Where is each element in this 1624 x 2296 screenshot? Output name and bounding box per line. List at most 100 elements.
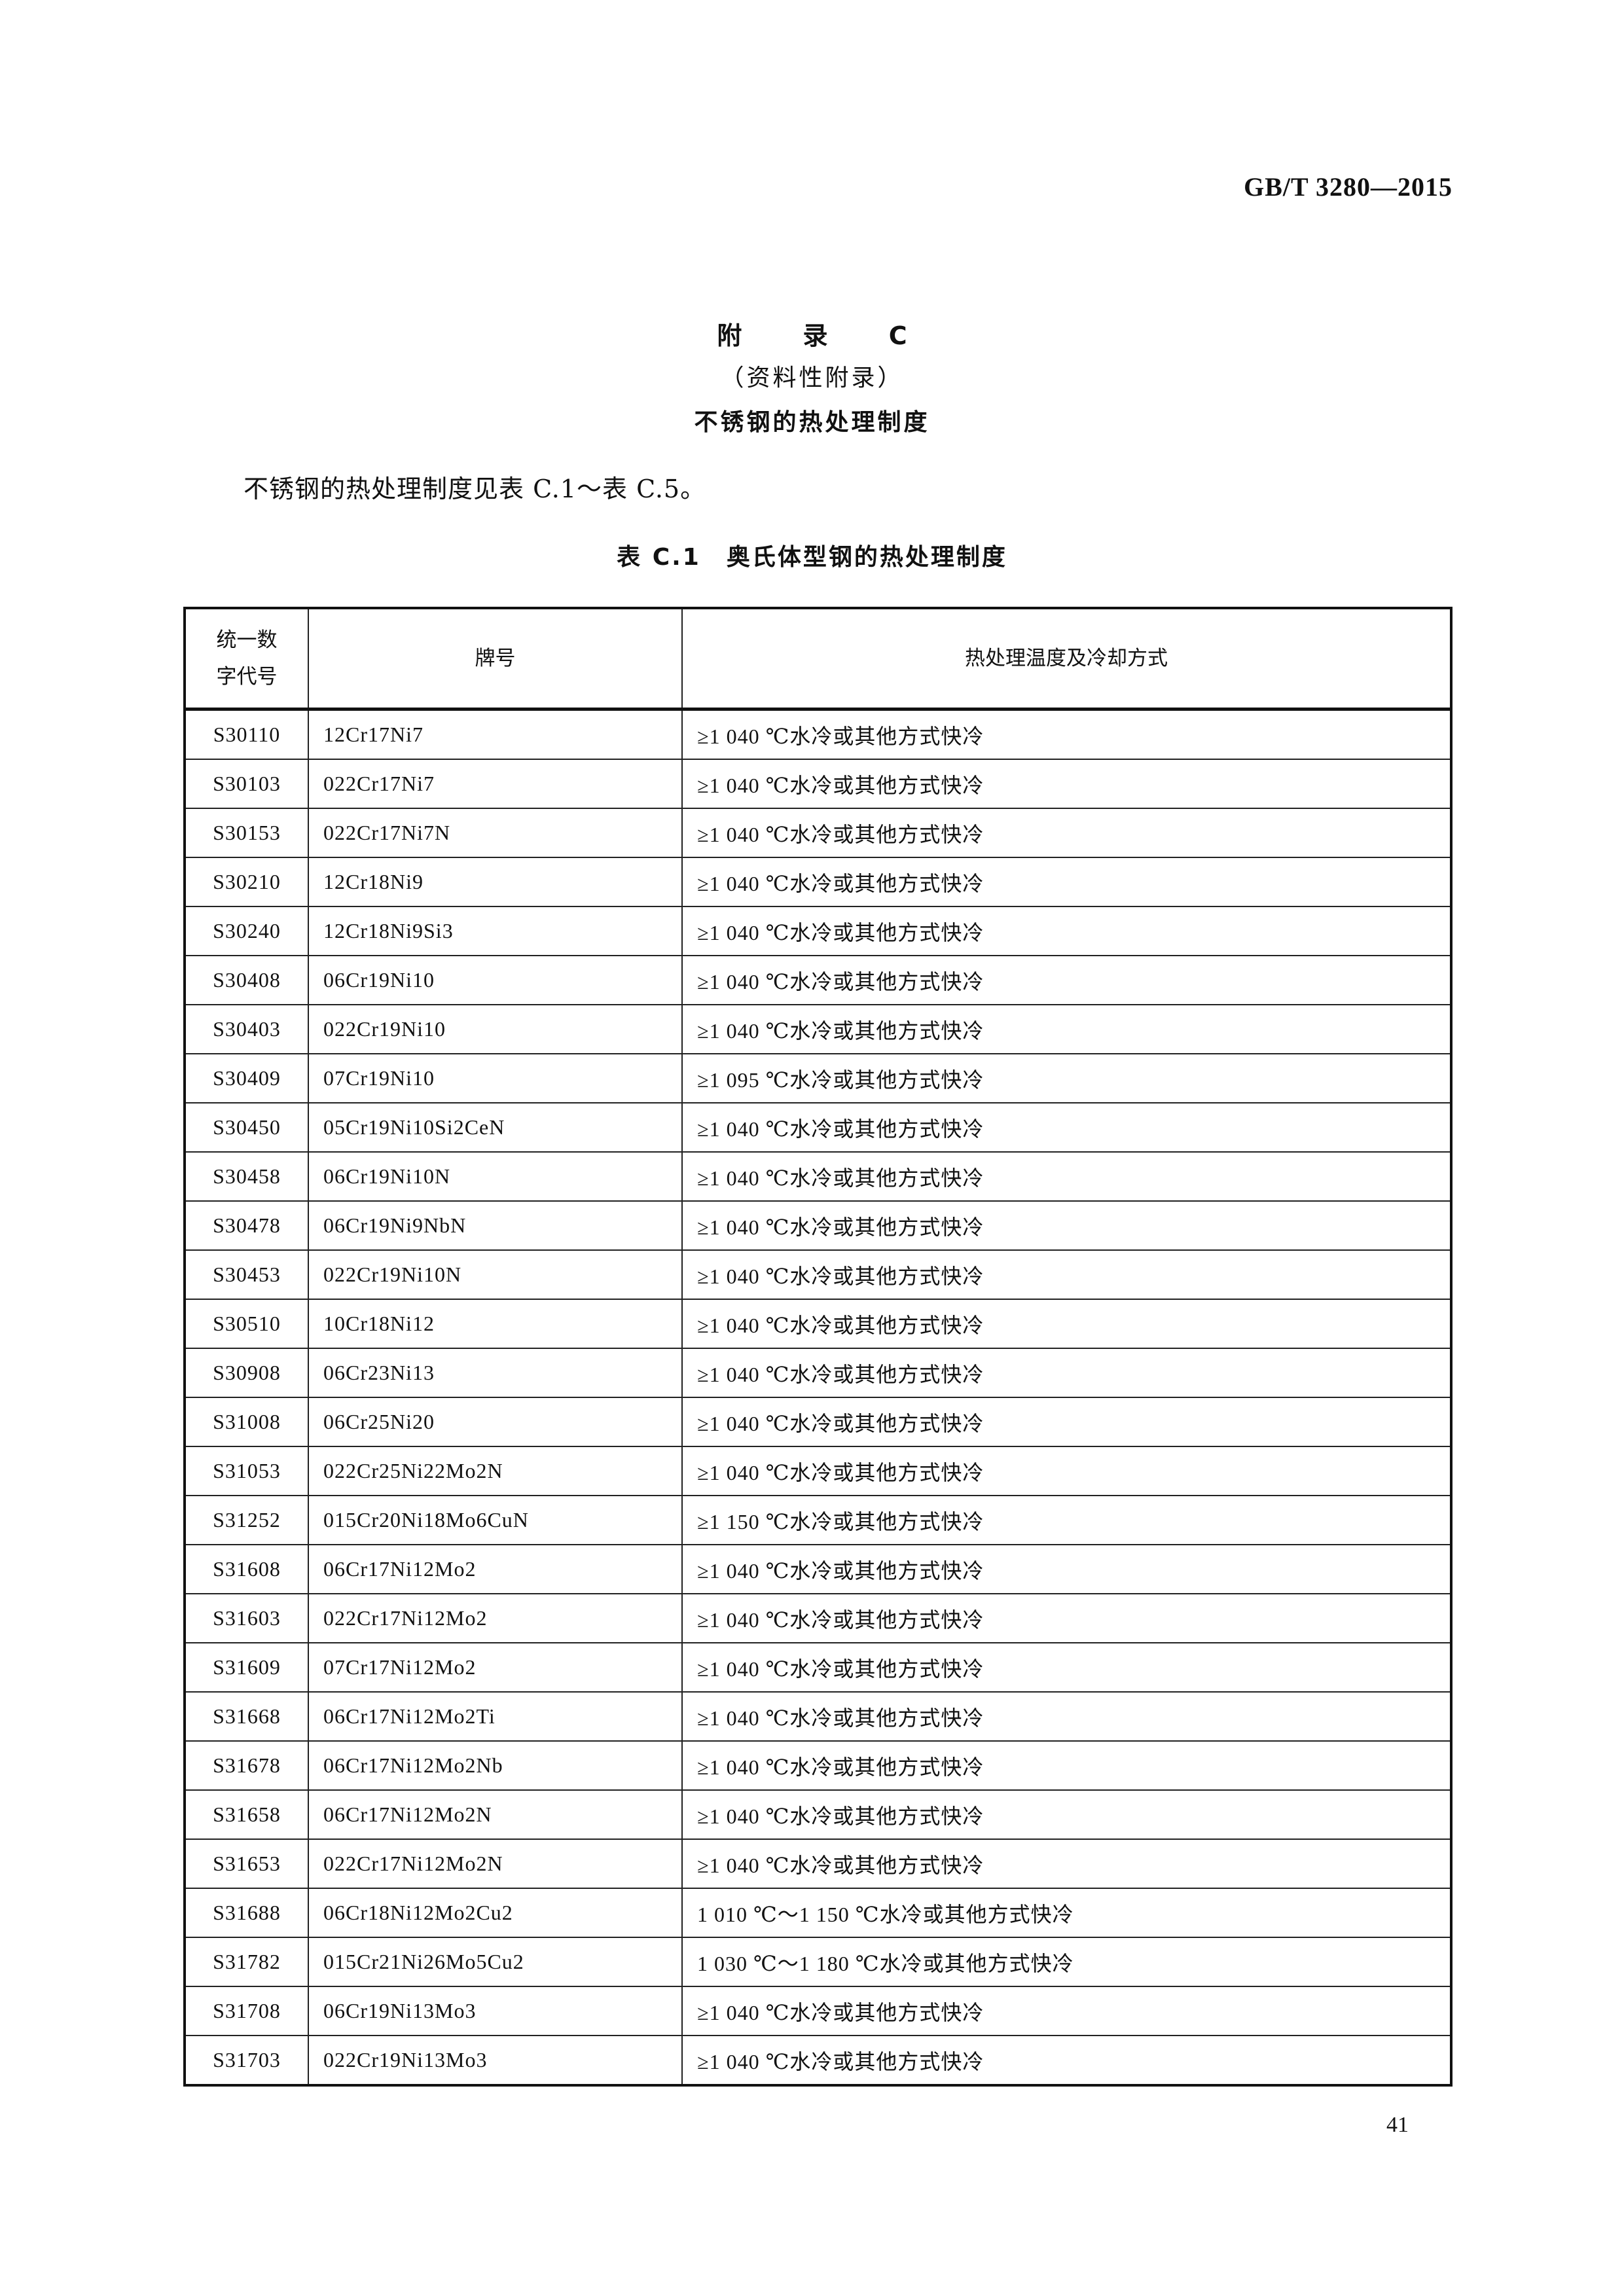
- page-number: 41: [1386, 2113, 1409, 2137]
- cell-grade: 022Cr19Ni10: [308, 1004, 683, 1054]
- cell-unified-code: S31688: [184, 1888, 309, 1938]
- cell-unified-code: S30210: [184, 857, 309, 907]
- table-row: S31053 022Cr25Ni22Mo2N ≥1 040 ℃水冷或其他方式快冷: [184, 1446, 1452, 1496]
- cell-heat-treatment: ≥1 040 ℃水冷或其他方式快冷: [681, 1740, 1452, 1791]
- cell-unified-code: S30110: [184, 708, 309, 760]
- cell-grade: 022Cr17Ni7N: [308, 808, 683, 858]
- cell-heat-treatment: ≥1 040 ℃水冷或其他方式快冷: [681, 1004, 1452, 1054]
- table-row: S31678 06Cr17Ni12Mo2Nb ≥1 040 ℃水冷或其他方式快冷: [184, 1740, 1452, 1791]
- cell-unified-code: S30409: [184, 1053, 309, 1103]
- cell-grade: 022Cr25Ni22Mo2N: [308, 1446, 683, 1496]
- table-row: S30908 06Cr23Ni13 ≥1 040 ℃水冷或其他方式快冷: [184, 1348, 1452, 1398]
- cell-heat-treatment: ≥1 040 ℃水冷或其他方式快冷: [681, 1249, 1452, 1300]
- cell-grade: 06Cr17Ni12Mo2N: [308, 1789, 683, 1840]
- cell-unified-code: S31008: [184, 1397, 309, 1447]
- cell-heat-treatment: ≥1 040 ℃水冷或其他方式快冷: [681, 1446, 1452, 1496]
- cell-heat-treatment: ≥1 040 ℃水冷或其他方式快冷: [681, 1299, 1452, 1349]
- cell-unified-code: S30453: [184, 1249, 309, 1300]
- header-grade: 牌号: [308, 607, 683, 710]
- cell-heat-treatment: ≥1 040 ℃水冷或其他方式快冷: [681, 906, 1452, 956]
- cell-grade: 06Cr19Ni13Mo3: [308, 1986, 683, 2036]
- cell-heat-treatment: ≥1 040 ℃水冷或其他方式快冷: [681, 857, 1452, 907]
- appendix-title: 附 录 C: [717, 321, 933, 350]
- cell-grade: 07Cr19Ni10: [308, 1053, 683, 1103]
- cell-heat-treatment: ≥1 040 ℃水冷或其他方式快冷: [681, 1102, 1452, 1153]
- cell-unified-code: S30153: [184, 808, 309, 858]
- cell-grade: 12Cr18Ni9: [308, 857, 683, 907]
- cell-heat-treatment: ≥1 040 ℃水冷或其他方式快冷: [681, 955, 1452, 1005]
- cell-grade: 05Cr19Ni10Si2CeN: [308, 1102, 683, 1153]
- cell-grade: 06Cr17Ni12Mo2: [308, 1544, 683, 1594]
- cell-grade: 022Cr19Ni13Mo3: [308, 2035, 683, 2086]
- cell-grade: 06Cr19Ni9NbN: [308, 1200, 683, 1251]
- cell-heat-treatment: ≥1 040 ℃水冷或其他方式快冷: [681, 1642, 1452, 1693]
- cell-grade: 12Cr17Ni7: [308, 708, 683, 760]
- cell-heat-treatment: ≥1 040 ℃水冷或其他方式快冷: [681, 2035, 1452, 2086]
- header-unified-code: 统一数 字代号: [184, 607, 309, 710]
- cell-grade: 06Cr17Ni12Mo2Nb: [308, 1740, 683, 1791]
- appendix-heading: 不锈钢的热处理制度: [694, 409, 930, 436]
- cell-grade: 06Cr18Ni12Mo2Cu2: [308, 1888, 683, 1938]
- cell-grade: 022Cr19Ni10N: [308, 1249, 683, 1300]
- cell-grade: 022Cr17Ni12Mo2: [308, 1593, 683, 1643]
- cell-unified-code: S30103: [184, 759, 309, 809]
- cell-unified-code: S30478: [184, 1200, 309, 1251]
- cell-heat-treatment: ≥1 040 ℃水冷或其他方式快冷: [681, 1691, 1452, 1742]
- table-row: S30450 05Cr19Ni10Si2CeN ≥1 040 ℃水冷或其他方式快冷: [184, 1102, 1452, 1153]
- cell-heat-treatment: ≥1 040 ℃水冷或其他方式快冷: [681, 1200, 1452, 1251]
- cell-heat-treatment: 1 030 ℃～1 180 ℃水冷或其他方式快冷: [681, 1937, 1452, 1987]
- cell-unified-code: S30240: [184, 906, 309, 956]
- cell-grade: 06Cr17Ni12Mo2Ti: [308, 1691, 683, 1742]
- table-row: S30453 022Cr19Ni10N ≥1 040 ℃水冷或其他方式快冷: [184, 1249, 1452, 1300]
- table-caption: 表 C.1 奥氏体型钢的热处理制度: [617, 544, 1007, 571]
- table-row: S31008 06Cr25Ni20 ≥1 040 ℃水冷或其他方式快冷: [184, 1397, 1452, 1447]
- heat-treatment-table: 统一数 字代号 牌号 热处理温度及冷却方式 S30110 12Cr17Ni7 ≥1 …: [183, 607, 1453, 2087]
- cell-unified-code: S30510: [184, 1299, 309, 1349]
- cell-heat-treatment: ≥1 150 ℃水冷或其他方式快冷: [681, 1495, 1452, 1545]
- cell-unified-code: S30403: [184, 1004, 309, 1054]
- table-row: S30210 12Cr18Ni9 ≥1 040 ℃水冷或其他方式快冷: [184, 857, 1452, 907]
- cell-unified-code: S31603: [184, 1593, 309, 1643]
- table-row: S31609 07Cr17Ni12Mo2 ≥1 040 ℃水冷或其他方式快冷: [184, 1642, 1452, 1693]
- cell-unified-code: S31053: [184, 1446, 309, 1496]
- cell-unified-code: S31703: [184, 2035, 309, 2086]
- cell-heat-treatment: ≥1 040 ℃水冷或其他方式快冷: [681, 708, 1452, 760]
- table-row: S30103 022Cr17Ni7 ≥1 040 ℃水冷或其他方式快冷: [184, 759, 1452, 809]
- intro-paragraph: 不锈钢的热处理制度见表 C.1～表 C.5。: [244, 475, 706, 503]
- header-heat-treatment: 热处理温度及冷却方式: [681, 607, 1452, 710]
- table-row: S31653 022Cr17Ni12Mo2N ≥1 040 ℃水冷或其他方式快冷: [184, 1839, 1452, 1889]
- cell-heat-treatment: 1 010 ℃～1 150 ℃水冷或其他方式快冷: [681, 1888, 1452, 1938]
- cell-grade: 015Cr20Ni18Mo6CuN: [308, 1495, 683, 1545]
- cell-heat-treatment: ≥1 040 ℃水冷或其他方式快冷: [681, 1544, 1452, 1594]
- cell-unified-code: S31252: [184, 1495, 309, 1545]
- cell-unified-code: S31708: [184, 1986, 309, 2036]
- table-row: S31603 022Cr17Ni12Mo2 ≥1 040 ℃水冷或其他方式快冷: [184, 1593, 1452, 1643]
- table-row: S31688 06Cr18Ni12Mo2Cu2 1 010 ℃～1 150 ℃水冷或…: [184, 1888, 1452, 1938]
- cell-unified-code: S30458: [184, 1151, 309, 1202]
- table-row: S30408 06Cr19Ni10 ≥1 040 ℃水冷或其他方式快冷: [184, 955, 1452, 1005]
- cell-grade: 07Cr17Ni12Mo2: [308, 1642, 683, 1693]
- cell-unified-code: S31658: [184, 1789, 309, 1840]
- cell-unified-code: S31608: [184, 1544, 309, 1594]
- cell-heat-treatment: ≥1 040 ℃水冷或其他方式快冷: [681, 1789, 1452, 1840]
- table-row: S31708 06Cr19Ni13Mo3 ≥1 040 ℃水冷或其他方式快冷: [184, 1986, 1452, 2036]
- cell-grade: 12Cr18Ni9Si3: [308, 906, 683, 956]
- cell-grade: 06Cr25Ni20: [308, 1397, 683, 1447]
- cell-unified-code: S30450: [184, 1102, 309, 1153]
- table-row: S31668 06Cr17Ni12Mo2Ti ≥1 040 ℃水冷或其他方式快冷: [184, 1691, 1452, 1742]
- cell-grade: 10Cr18Ni12: [308, 1299, 683, 1349]
- cell-grade: 015Cr21Ni26Mo5Cu2: [308, 1937, 683, 1987]
- cell-grade: 06Cr19Ni10N: [308, 1151, 683, 1202]
- table-row: S31703 022Cr19Ni13Mo3 ≥1 040 ℃水冷或其他方式快冷: [184, 2035, 1452, 2086]
- table-row: S30153 022Cr17Ni7N ≥1 040 ℃水冷或其他方式快冷: [184, 808, 1452, 858]
- table-row: S31782 015Cr21Ni26Mo5Cu2 1 030 ℃～1 180 ℃水冷…: [184, 1937, 1452, 1987]
- table-row: S31658 06Cr17Ni12Mo2N ≥1 040 ℃水冷或其他方式快冷: [184, 1789, 1452, 1840]
- appendix-type: （资料性附录）: [720, 365, 904, 391]
- cell-grade: 06Cr19Ni10: [308, 955, 683, 1005]
- cell-grade: 022Cr17Ni12Mo2N: [308, 1839, 683, 1889]
- cell-grade: 06Cr23Ni13: [308, 1348, 683, 1398]
- table-row: S30240 12Cr18Ni9Si3 ≥1 040 ℃水冷或其他方式快冷: [184, 906, 1452, 956]
- table-row: S30403 022Cr19Ni10 ≥1 040 ℃水冷或其他方式快冷: [184, 1004, 1452, 1054]
- table-row: S30458 06Cr19Ni10N ≥1 040 ℃水冷或其他方式快冷: [184, 1151, 1452, 1202]
- cell-heat-treatment: ≥1 095 ℃水冷或其他方式快冷: [681, 1053, 1452, 1103]
